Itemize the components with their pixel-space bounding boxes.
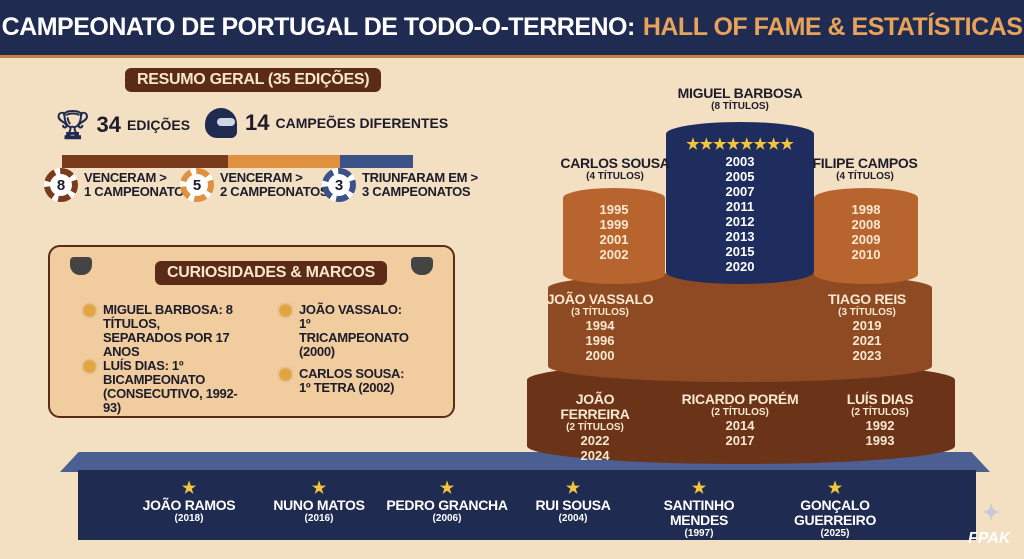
sparkle-icon: ✦: [982, 500, 1001, 525]
star-icon: ★: [565, 480, 581, 497]
label-ricardo-porem: RICARDO PORÉM (2 TÍTULOS) 2014 2017: [681, 391, 799, 449]
curiosities-heading: CURIOSIDADES & MARCOS: [155, 261, 387, 285]
summary-heading: RESUMO GERAL (35 EDIÇÕES): [125, 68, 382, 92]
podium-filipe-campos: 1998 2008 2009 2010: [814, 188, 918, 284]
star-icon: ★: [691, 480, 707, 497]
editions-stat: 🏆︎ 34 EDIÇÕES: [55, 109, 191, 140]
label-luis-dias: LUÍS DIAS (2 TÍTULOS) 1992 1993: [846, 391, 914, 449]
single-winner: ★ GONÇALO GUERREIRO (2025): [765, 480, 905, 539]
label-tiago-reis: TIAGO REIS (3 TÍTULOS) 2019 2021 2023: [828, 291, 906, 364]
curiosity-item: CARLOS SOUSA: 1º TETRA (2002): [280, 367, 405, 395]
label-carlos-sousa: CARLOS SOUSA (4 TÍTULOS): [560, 155, 670, 183]
bar-segment-one-title: [62, 155, 228, 168]
label-joao-ferreira: JOÃO FERREIRA (2 TÍTULOS) 2022 2024: [560, 391, 630, 464]
gear-icon: 3: [322, 168, 356, 202]
group-one: 8 VENCERAM >1 CAMPEONATO: [44, 168, 184, 202]
star-icon: ★: [827, 480, 843, 497]
group-two: 5 VENCERAM >2 CAMPEONATOS: [180, 168, 329, 202]
spotlight-icon: [70, 257, 92, 275]
title-bar: CAMPEONATO DE PORTUGAL DE TODO-O-TERRENO…: [0, 0, 1024, 58]
bar-segment-three-titles: [340, 155, 413, 168]
star-icon: ★: [181, 480, 197, 497]
helmet-icon: [205, 108, 237, 138]
curiosity-item: MIGUEL BARBOSA: 8 TÍTULOS, SEPARADOS POR…: [84, 303, 234, 359]
podium-carlos-sousa: 1995 1999 2001 2002: [563, 188, 665, 284]
label-miguel-barbosa: MIGUEL BARBOSA (8 TÍTULOS): [677, 85, 803, 113]
champions-stat: 14 CAMPEÕES DIFERENTES: [205, 108, 448, 138]
curiosity-item: JOÃO VASSALO: 1º TRICAMPEONATO (2000): [280, 303, 409, 359]
spotlight-icon: [411, 257, 433, 275]
trophy-icon: 🏆︎: [55, 109, 91, 140]
curiosity-item: LUÍS DIAS: 1º BICAMPEONATO (CONSECUTIVO,…: [84, 359, 254, 415]
gear-icon: 8: [44, 168, 78, 202]
single-winner: ★ NUNO MATOS (2016): [254, 480, 384, 524]
podium-tier-three-titles: [548, 272, 932, 382]
curiosities-panel: CURIOSIDADES & MARCOS MIGUEL BARBOSA: 8 …: [48, 245, 455, 418]
bar-segment-two-titles: [228, 155, 340, 168]
single-winner: ★ SANTINHO MENDES (1997): [634, 480, 764, 539]
star-icon: ★: [311, 480, 327, 497]
label-joao-vassalo: JOÃO VASSALO (3 TÍTULOS) 1994 1996 2000: [546, 291, 654, 364]
single-winner: ★ PEDRO GRANCHA (2006): [382, 480, 512, 524]
fpak-logo: FPAK: [968, 530, 1011, 547]
stars-rating: ★★★★★★★★: [686, 136, 794, 153]
single-winner: ★ RUI SOUSA (2004): [508, 480, 638, 524]
group-three: 3 TRIUNFARAM EM >3 CAMPEONATOS: [322, 168, 478, 202]
single-winner: ★ JOÃO RAMOS (2018): [124, 480, 254, 524]
gear-icon: 5: [180, 168, 214, 202]
podium-miguel-barbosa: ★★★★★★★★ 2003 2005 2007 2011 2012 2013 2015 202…: [666, 122, 814, 284]
star-icon: ★: [439, 480, 455, 497]
platform-base: [78, 470, 976, 540]
label-filipe-campos: FILIPE CAMPOS (4 TÍTULOS): [812, 155, 918, 183]
title-highlight: HALL OF FAME & ESTATÍSTICAS: [642, 13, 1023, 41]
title-main: CAMPEONATO DE PORTUGAL DE TODO-O-TERRENO…: [1, 13, 636, 41]
